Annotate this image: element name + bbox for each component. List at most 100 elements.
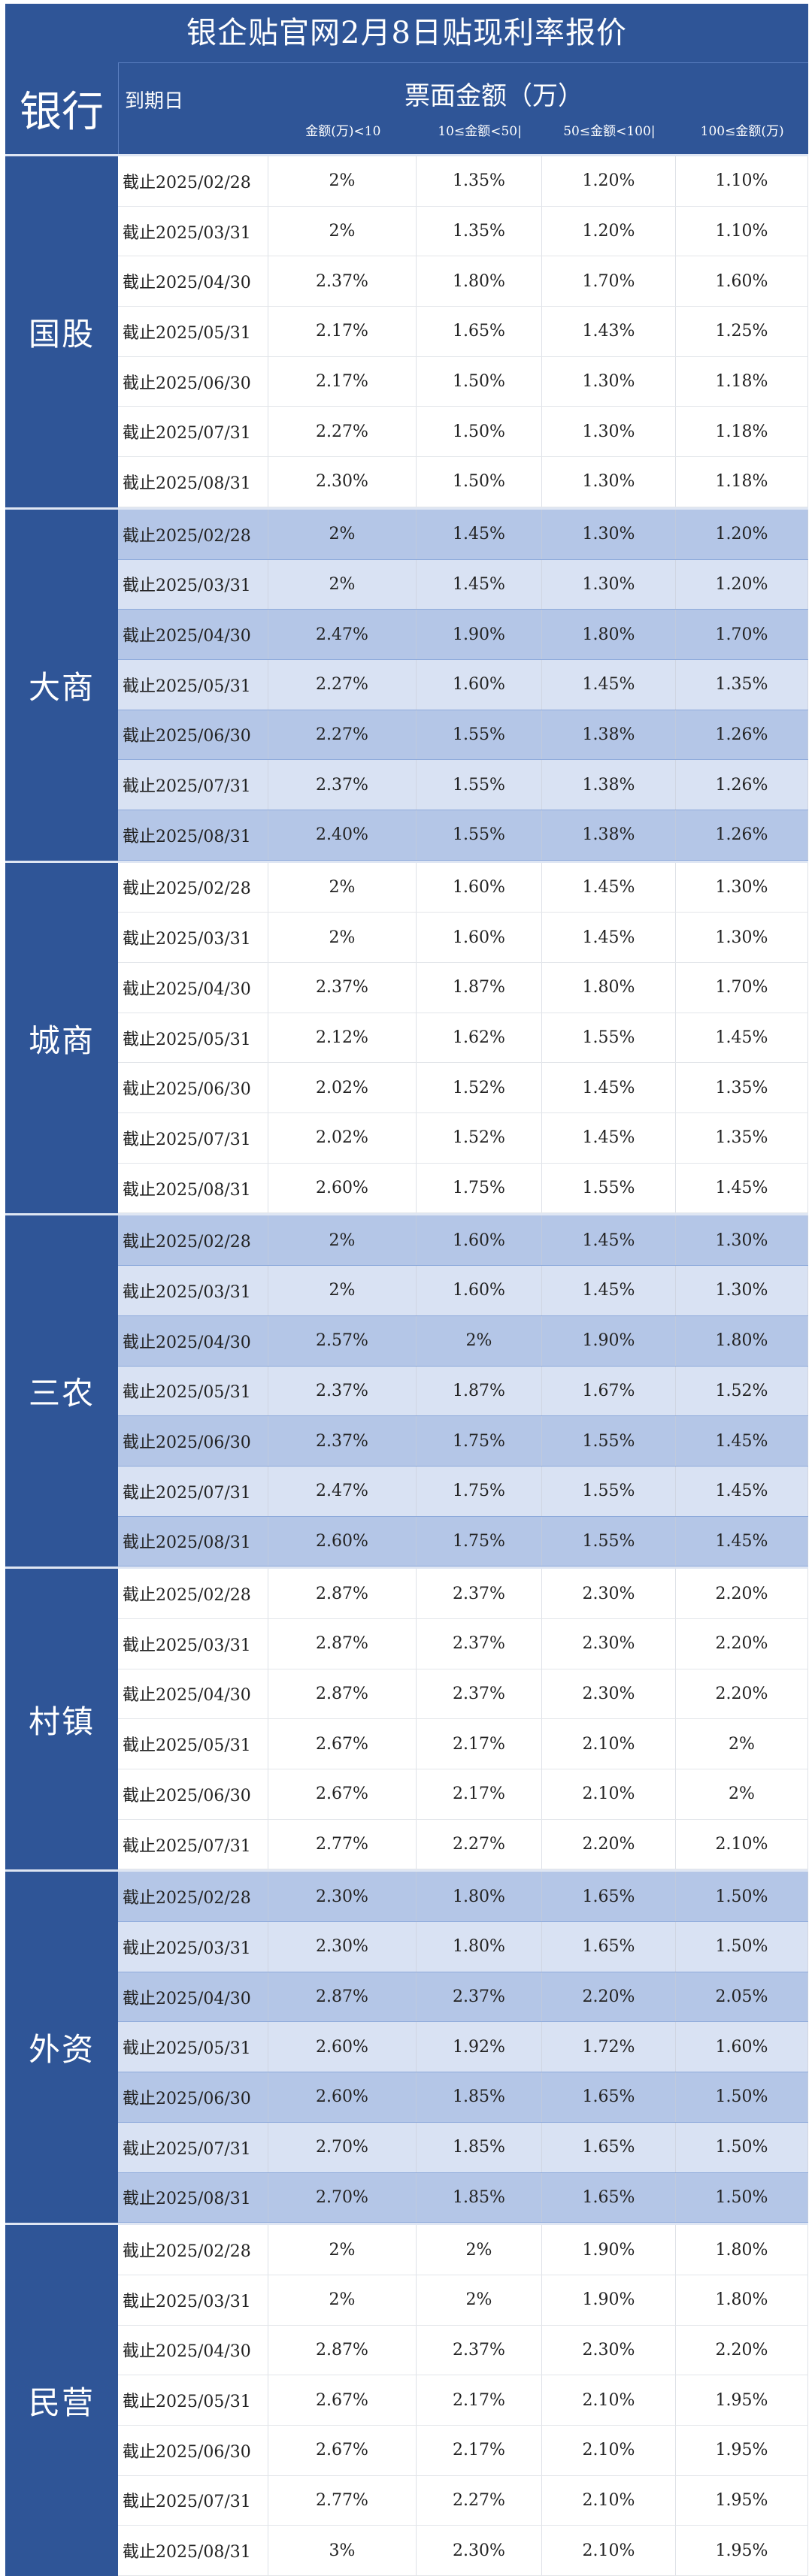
rate-cell: 2.77% bbox=[268, 2475, 417, 2526]
table-row: 截止2025/02/28 2.87% 2.37% 2.30% 2.20% bbox=[118, 1569, 808, 1619]
rate-cell: 2% bbox=[268, 913, 417, 962]
group-rows: 截止2025/02/28 2% 1.60% 1.45% 1.30% 截止2025/03/3… bbox=[118, 862, 808, 1214]
bank-group: 三农 截止2025/02/28 2% 1.60% 1.45% 1.30% 截止2025/03… bbox=[5, 1213, 808, 1567]
rate-cell: 2% bbox=[417, 1315, 542, 1366]
rate-cell: 1.18% bbox=[676, 457, 808, 507]
table-row: 截止2025/04/30 2.87% 2.37% 2.30% 2.20% bbox=[118, 2325, 808, 2376]
rate-cell: 1.45% bbox=[676, 1516, 808, 1566]
rate-cell: 2% bbox=[268, 862, 417, 913]
rate-cell: 1.20% bbox=[676, 559, 808, 610]
rate-cell: 1.35% bbox=[417, 206, 542, 256]
column-header: 100≤金额(万) bbox=[700, 124, 784, 139]
rate-cell: 2.37% bbox=[268, 963, 417, 1013]
table-row: 截止2025/04/30 2.57% 2% 1.90% 1.80% bbox=[118, 1315, 808, 1367]
rate-cell: 2.57% bbox=[268, 1315, 417, 1366]
rate-cell: 2.60% bbox=[268, 2072, 417, 2122]
rate-cell: 1.80% bbox=[417, 1922, 542, 1972]
rate-cell: 1.90% bbox=[542, 1315, 676, 1366]
table-row: 截止2025/05/31 2.37% 1.87% 1.67% 1.52% bbox=[118, 1366, 808, 1417]
maturity-cell: 截止2025/03/31 bbox=[118, 559, 268, 610]
rate-cell: 1.60% bbox=[417, 862, 542, 913]
rate-cell: 1.30% bbox=[542, 457, 676, 507]
rate-cell: 1.18% bbox=[676, 356, 808, 407]
table-row: 截止2025/06/30 2.37% 1.75% 1.55% 1.45% bbox=[118, 1416, 808, 1467]
table-row: 截止2025/06/30 2.17% 1.50% 1.30% 1.18% bbox=[118, 356, 808, 407]
maturity-cell: 截止2025/03/31 bbox=[118, 206, 268, 256]
rate-cell: 1.65% bbox=[417, 307, 542, 356]
maturity-cell: 截止2025/08/31 bbox=[118, 810, 268, 860]
rate-cell: 2.37% bbox=[417, 1618, 542, 1669]
rate-cell: 1.95% bbox=[676, 2425, 808, 2475]
rate-cell: 1.38% bbox=[542, 710, 676, 760]
maturity-cell: 截止2025/05/31 bbox=[118, 1719, 268, 1769]
bank-group: 村镇 截止2025/02/28 2.87% 2.37% 2.30% 2.20% 截止2025… bbox=[5, 1566, 808, 1870]
maturity-cell: 截止2025/02/28 bbox=[118, 2225, 268, 2275]
table-row: 截止2025/08/31 2.60% 1.75% 1.55% 1.45% bbox=[118, 1516, 808, 1567]
rate-cell: 1.10% bbox=[676, 156, 808, 206]
rate-cell: 2% bbox=[268, 1266, 417, 1315]
table-row: 截止2025/05/31 2.27% 1.60% 1.45% 1.35% bbox=[118, 659, 808, 710]
rate-cell: 1.62% bbox=[417, 1013, 542, 1063]
maturity-cell: 截止2025/06/30 bbox=[118, 1769, 268, 1819]
rate-cell: 1.26% bbox=[676, 760, 808, 810]
maturity-cell: 截止2025/06/30 bbox=[118, 710, 268, 760]
rate-cell: 1.60% bbox=[417, 913, 542, 962]
table-row: 截止2025/08/31 3% 2.30% 2.10% 1.95% bbox=[118, 2526, 808, 2576]
table-row: 截止2025/06/30 2.67% 2.17% 2.10% 1.95% bbox=[118, 2425, 808, 2476]
rate-cell: 1.20% bbox=[676, 509, 808, 559]
rate-cell: 2% bbox=[268, 156, 417, 206]
bank-type-label: 城商 bbox=[5, 862, 118, 1214]
rate-cell: 1.75% bbox=[417, 1163, 542, 1213]
rate-cell: 1.26% bbox=[676, 710, 808, 760]
rate-cell: 2.67% bbox=[268, 2375, 417, 2425]
maturity-cell: 截止2025/04/30 bbox=[118, 1669, 268, 1719]
rate-cell: 2.17% bbox=[268, 307, 417, 356]
rate-cell: 2.87% bbox=[268, 1669, 417, 1719]
table-row: 截止2025/08/31 2.70% 1.85% 1.65% 1.50% bbox=[118, 2172, 808, 2223]
table-row: 截止2025/04/30 2.47% 1.90% 1.80% 1.70% bbox=[118, 610, 808, 660]
rate-cell: 2.30% bbox=[268, 1922, 417, 1972]
table-row: 截止2025/04/30 2.37% 1.80% 1.70% 1.60% bbox=[118, 256, 808, 307]
maturity-cell: 截止2025/02/28 bbox=[118, 862, 268, 913]
rate-cell: 2% bbox=[268, 1215, 417, 1266]
rate-cell: 2% bbox=[417, 2225, 542, 2275]
maturity-cell: 截止2025/05/31 bbox=[118, 307, 268, 356]
rate-table: 银企贴官网2月8日贴现利率报价 银行 到期日 票面金额（万） 金额(万)<10 … bbox=[5, 4, 808, 2576]
maturity-cell: 截止2025/07/31 bbox=[118, 1819, 268, 1869]
rate-cell: 1.52% bbox=[417, 1063, 542, 1113]
rate-cell: 1.55% bbox=[542, 1163, 676, 1213]
column-header: 金额(万)<10 bbox=[305, 124, 381, 139]
rate-cell: 1.45% bbox=[676, 1466, 808, 1516]
rate-cell: 2.17% bbox=[417, 2375, 542, 2425]
maturity-cell: 截止2025/06/30 bbox=[118, 1063, 268, 1113]
rate-cell: 1.30% bbox=[676, 862, 808, 913]
bank-column-header: 银行 bbox=[20, 87, 104, 137]
rate-cell: 1.30% bbox=[542, 407, 676, 457]
rate-cell: 1.80% bbox=[417, 256, 542, 307]
rate-cell: 1.45% bbox=[417, 559, 542, 610]
maturity-cell: 截止2025/05/31 bbox=[118, 2022, 268, 2072]
rate-cell: 2.30% bbox=[542, 2325, 676, 2375]
rate-cell: 1.50% bbox=[676, 1922, 808, 1972]
table-row: 截止2025/04/30 2.87% 2.37% 2.30% 2.20% bbox=[118, 1669, 808, 1720]
rate-cell: 1.45% bbox=[542, 659, 676, 710]
table-row: 截止2025/03/31 2.30% 1.80% 1.65% 1.50% bbox=[118, 1922, 808, 1972]
table-row: 截止2025/06/30 2.27% 1.55% 1.38% 1.26% bbox=[118, 710, 808, 761]
column-header: 10≤金额<50| bbox=[438, 124, 522, 139]
table-row: 截止2025/07/31 2.02% 1.52% 1.45% 1.35% bbox=[118, 1113, 808, 1164]
rate-cell: 1.60% bbox=[676, 2022, 808, 2072]
table-row: 截止2025/04/30 2.37% 1.87% 1.80% 1.70% bbox=[118, 963, 808, 1013]
bank-type-label: 外资 bbox=[5, 1872, 118, 2223]
rate-cell: 1.80% bbox=[676, 1315, 808, 1366]
rate-cell: 2.27% bbox=[417, 2475, 542, 2526]
rate-cell: 2.10% bbox=[542, 1719, 676, 1769]
rate-cell: 1.80% bbox=[417, 1872, 542, 1922]
rate-cell: 2.10% bbox=[542, 1769, 676, 1819]
table-row: 截止2025/03/31 2% 2% 1.90% 1.80% bbox=[118, 2275, 808, 2326]
rate-cell: 2.17% bbox=[417, 1719, 542, 1769]
rate-cell: 2.27% bbox=[268, 710, 417, 760]
rate-cell: 2.02% bbox=[268, 1063, 417, 1113]
rate-cell: 1.18% bbox=[676, 407, 808, 457]
table-row: 截止2025/07/31 2.77% 2.27% 2.20% 2.10% bbox=[118, 1819, 808, 1870]
rate-cell: 1.70% bbox=[542, 256, 676, 307]
